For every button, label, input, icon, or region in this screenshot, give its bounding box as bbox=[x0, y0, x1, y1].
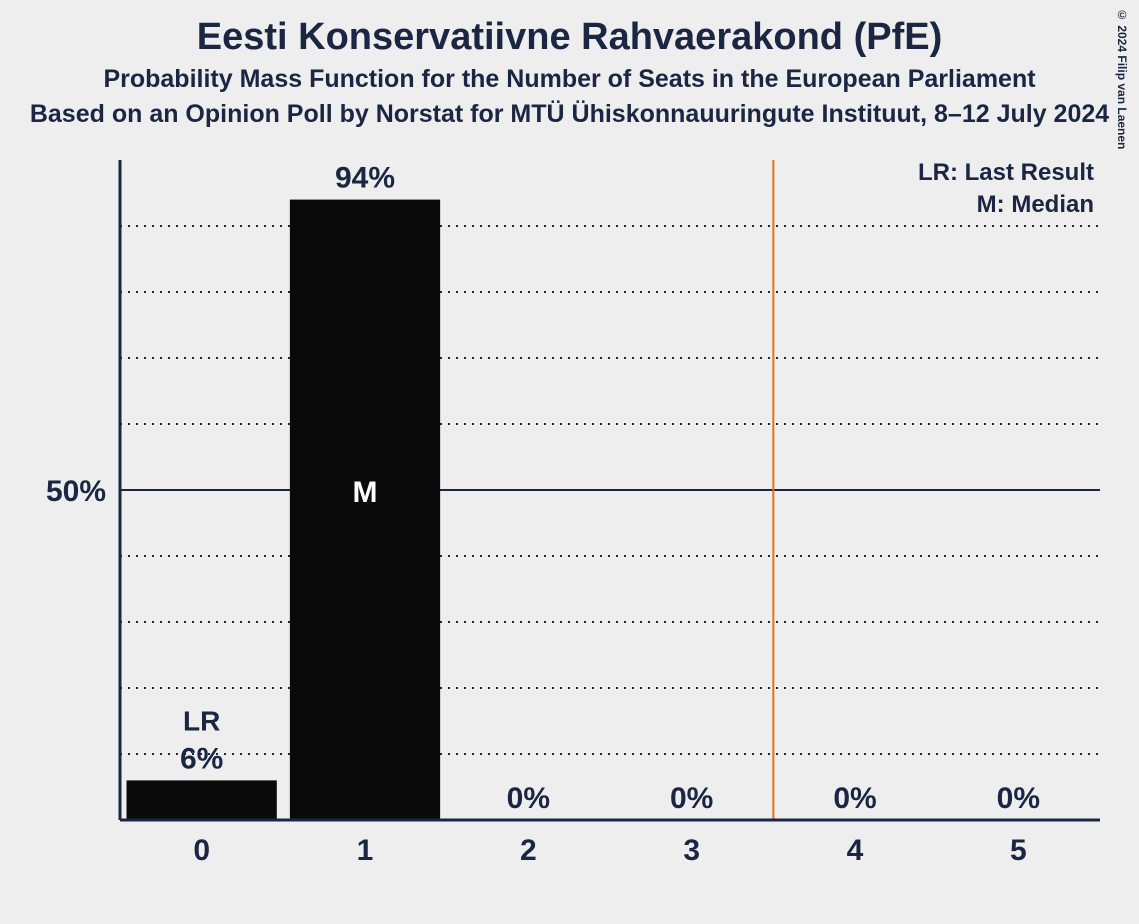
x-tick-label: 0 bbox=[193, 834, 210, 867]
bar-value-label: 0% bbox=[507, 782, 550, 815]
bar-value-label: 6% bbox=[180, 742, 223, 775]
lr-annotation: LR bbox=[183, 705, 220, 736]
x-tick-label: 3 bbox=[683, 834, 700, 867]
x-tick-label: 1 bbox=[357, 834, 374, 867]
legend-lr: LR: Last Result bbox=[918, 159, 1094, 186]
bar-value-label: 0% bbox=[670, 782, 713, 815]
bar bbox=[127, 780, 277, 820]
copyright-text: © 2024 Filip van Laenen bbox=[1115, 8, 1129, 149]
x-tick-label: 5 bbox=[1010, 834, 1027, 867]
bar bbox=[290, 200, 440, 820]
legend-median: M: Median bbox=[977, 191, 1094, 218]
pmf-bar-chart: 50% 0 1 2 3 4 5 6% 94% 0% 0% 0% 0% LR M LR: Last Result… bbox=[30, 150, 1110, 910]
x-tick-label: 4 bbox=[847, 834, 864, 867]
x-tick-label: 2 bbox=[520, 834, 537, 867]
title-source: Based on an Opinion Poll by Norstat for … bbox=[0, 100, 1139, 129]
bar-value-label: 0% bbox=[833, 782, 876, 815]
chart-titles: Eesti Konservatiivne Rahvaerakond (PfE) … bbox=[0, 0, 1139, 129]
title-subtitle: Probability Mass Function for the Number… bbox=[0, 65, 1139, 94]
title-main: Eesti Konservatiivne Rahvaerakond (PfE) bbox=[0, 16, 1139, 59]
median-annotation: M bbox=[353, 476, 378, 509]
y-tick-label: 50% bbox=[46, 475, 106, 508]
chart-container: 50% 0 1 2 3 4 5 6% 94% 0% 0% 0% 0% LR M LR: Last Result… bbox=[30, 150, 1110, 910]
bar-value-label: 94% bbox=[335, 162, 395, 195]
bar-value-label: 0% bbox=[997, 782, 1040, 815]
